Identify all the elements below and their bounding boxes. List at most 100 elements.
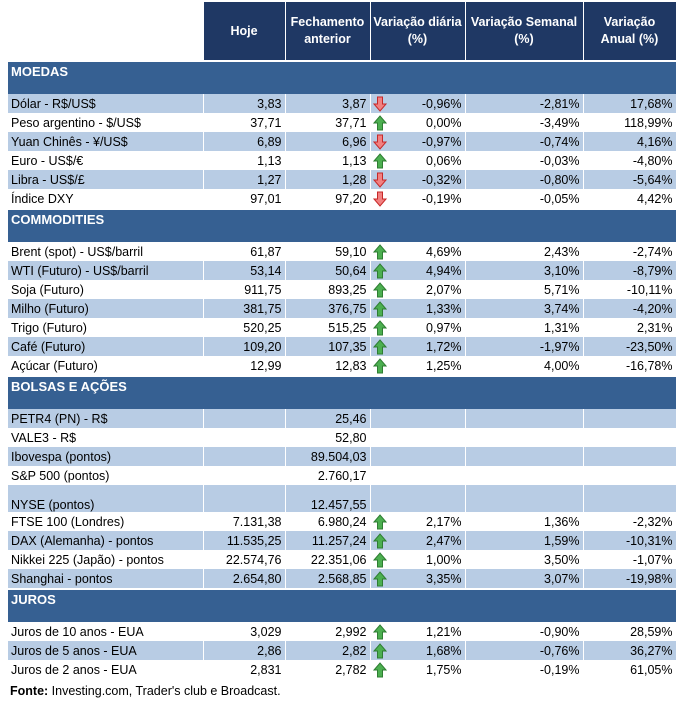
header-blank: [8, 2, 204, 61]
fechamento-value: 11.257,24: [285, 531, 371, 550]
arrow-up-icon: [372, 551, 387, 568]
row-label: Açúcar (Futuro): [8, 356, 204, 376]
row-label: Libra - US$/£: [8, 170, 204, 189]
hoje-value: 911,75: [203, 280, 286, 299]
variacao-anual-value: -2,74%: [583, 242, 677, 261]
variacao-diaria-cell: 2,17%: [370, 512, 466, 531]
row-label: Shanghai - pontos: [8, 569, 204, 589]
section-title: MOEDAS: [8, 60, 677, 94]
variacao-diaria-value: 1,75%: [426, 662, 462, 677]
variacao-anual-value: 17,68%: [583, 94, 677, 113]
variacao-anual-value: 36,27%: [583, 641, 677, 660]
variacao-semanal-value: 3,07%: [465, 569, 584, 589]
arrow-down-icon: [372, 96, 387, 112]
hoje-value: 2,831: [203, 660, 286, 679]
table-row: Juros de 10 anos - EUA 3,029 2,992 1,21%…: [8, 622, 677, 641]
arrow-up-icon: [372, 262, 387, 279]
arrow-down-icon: [372, 134, 387, 150]
variacao-diaria-value: 0,06%: [426, 153, 462, 168]
variacao-anual-value: 4,16%: [583, 132, 677, 151]
variacao-semanal-value: [465, 409, 584, 428]
hoje-value: [203, 466, 286, 485]
variacao-diaria-value: 1,00%: [426, 552, 462, 567]
header-row: Hoje Fechamento anterior Variação diária…: [8, 2, 677, 61]
variacao-semanal-value: 5,71%: [465, 280, 584, 299]
hoje-value: 53,14: [203, 261, 286, 280]
table-row: Euro - US$/€ 1,13 1,13 0,06% -0,03% -4,8…: [8, 151, 677, 170]
variacao-semanal-value: [465, 485, 584, 512]
hoje-value: 520,25: [203, 318, 286, 337]
table-row: Trigo (Futuro) 520,25 515,25 0,97% 1,31%…: [8, 318, 677, 337]
hoje-value: 7.131,38: [203, 512, 286, 531]
variacao-diaria-value: 1,25%: [426, 358, 462, 373]
table-row: Ibovespa (pontos) 89.504,03: [8, 447, 677, 466]
variacao-semanal-value: -0,03%: [465, 151, 584, 170]
row-label: Trigo (Futuro): [8, 318, 204, 337]
arrow-up-icon: [372, 114, 387, 131]
fechamento-value: 12,83: [285, 356, 371, 376]
hoje-value: 22.574,76: [203, 550, 286, 569]
hoje-value: 6,89: [203, 132, 286, 151]
table-row: S&P 500 (pontos) 2.760,17: [8, 466, 677, 485]
row-label: WTI (Futuro) - US$/barril: [8, 261, 204, 280]
row-label: Euro - US$/€: [8, 151, 204, 170]
header-variacao-diaria: Variação diária (%): [370, 2, 466, 61]
table-row: Nikkei 225 (Japão) - pontos 22.574,76 22…: [8, 550, 677, 569]
header-variacao-anual: Variação Anual (%): [583, 2, 677, 61]
fechamento-value: 6.980,24: [285, 512, 371, 531]
variacao-diaria-value: -0,19%: [421, 191, 462, 206]
arrow-down-icon: [372, 172, 387, 188]
variacao-diaria-value: 2,17%: [426, 514, 462, 529]
source-note: Fonte: Investing.com, Trader's club e Br…: [10, 684, 281, 698]
row-label: FTSE 100 (Londres): [8, 512, 204, 531]
table-row: DAX (Alemanha) - pontos 11.535,25 11.257…: [8, 531, 677, 550]
hoje-value: [203, 428, 286, 447]
hoje-value: 2,86: [203, 641, 286, 660]
row-label: S&P 500 (pontos): [8, 466, 204, 485]
variacao-semanal-value: 3,74%: [465, 299, 584, 318]
table-row: Juros de 5 anos - EUA 2,86 2,82 1,68% -0…: [8, 641, 677, 660]
variacao-semanal-value: 1,36%: [465, 512, 584, 531]
arrow-up-icon: [372, 281, 387, 298]
arrow-up-icon: [372, 243, 387, 260]
variacao-diaria-value: 4,69%: [426, 244, 462, 259]
variacao-diaria-cell: [370, 485, 466, 512]
row-label: Juros de 10 anos - EUA: [8, 622, 204, 641]
variacao-diaria-cell: 2,47%: [370, 531, 466, 550]
variacao-semanal-value: 1,59%: [465, 531, 584, 550]
variacao-diaria-value: 1,72%: [426, 339, 462, 354]
arrow-up-icon: [372, 532, 387, 549]
table-row: Açúcar (Futuro) 12,99 12,83 1,25% 4,00% …: [8, 356, 677, 376]
fechamento-value: 12.457,55: [285, 485, 371, 512]
fechamento-value: 1,13: [285, 151, 371, 170]
variacao-diaria-value: 1,21%: [426, 624, 462, 639]
variacao-diaria-cell: 1,72%: [370, 337, 466, 356]
table-row: PETR4 (PN) - R$ 25,46: [8, 409, 677, 428]
fechamento-value: 2.568,85: [285, 569, 371, 589]
table-row: VALE3 - R$ 52,80: [8, 428, 677, 447]
row-label: Nikkei 225 (Japão) - pontos: [8, 550, 204, 569]
table-row: Peso argentino - $/US$ 37,71 37,71 0,00%…: [8, 113, 677, 132]
section-title: BOLSAS E AÇÕES: [8, 375, 677, 409]
table-row: Milho (Futuro) 381,75 376,75 1,33% 3,74%…: [8, 299, 677, 318]
variacao-diaria-value: 4,94%: [426, 263, 462, 278]
variacao-anual-value: -5,64%: [583, 170, 677, 189]
arrow-up-icon: [372, 513, 387, 530]
variacao-diaria-cell: 4,94%: [370, 261, 466, 280]
hoje-value: 12,99: [203, 356, 286, 376]
arrow-up-icon: [372, 319, 387, 336]
variacao-anual-value: [583, 466, 677, 485]
variacao-semanal-value: 3,50%: [465, 550, 584, 569]
variacao-semanal-value: -0,90%: [465, 622, 584, 641]
variacao-semanal-value: [465, 428, 584, 447]
row-label: Juros de 2 anos - EUA: [8, 660, 204, 679]
row-label: VALE3 - R$: [8, 428, 204, 447]
variacao-diaria-cell: 1,75%: [370, 660, 466, 679]
fechamento-value: 515,25: [285, 318, 371, 337]
row-label: Yuan Chinês - ¥/US$: [8, 132, 204, 151]
fechamento-value: 97,20: [285, 189, 371, 209]
hoje-value: 3,029: [203, 622, 286, 641]
source-text: Investing.com, Trader's club e Broadcast…: [48, 684, 281, 698]
fechamento-value: 89.504,03: [285, 447, 371, 466]
